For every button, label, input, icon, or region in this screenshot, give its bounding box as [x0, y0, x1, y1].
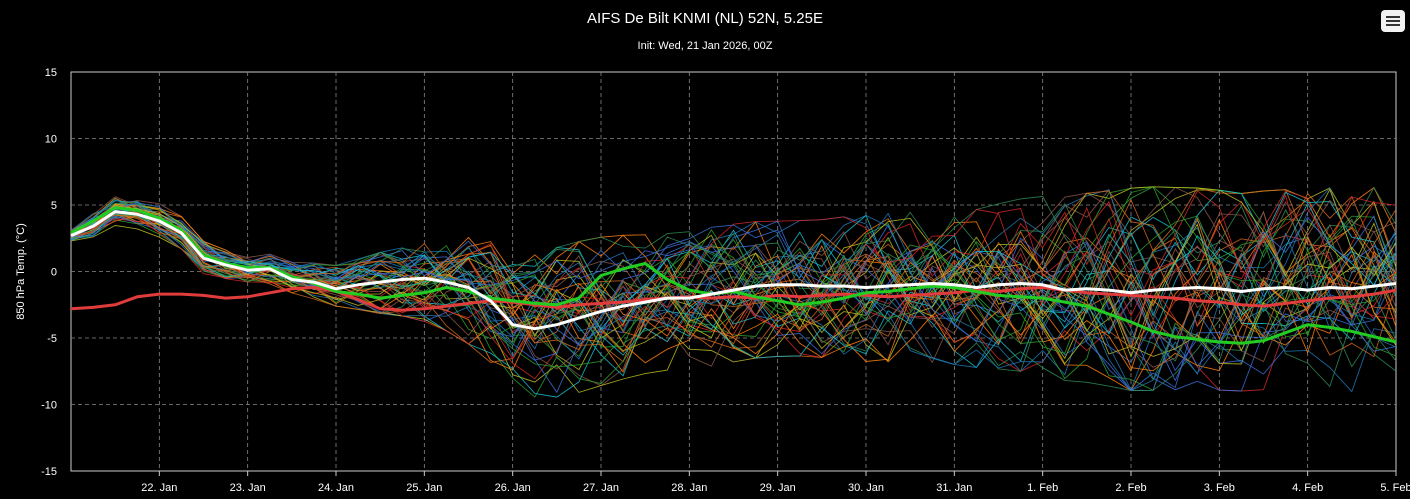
x-tick-label: 4. Feb	[1292, 482, 1323, 494]
x-tick-label: 5. Feb	[1380, 482, 1410, 494]
mean-series-line	[70, 210, 1397, 331]
x-tick-label: 23. Jan	[230, 482, 266, 494]
y-axis-label: 850 hPa Temp. (°C)	[15, 223, 27, 320]
y-tick-label: -10	[41, 400, 57, 412]
y-tick-label: -5	[47, 333, 57, 345]
ensemble-member-line	[70, 186, 1397, 393]
x-tick-label: 30. Jan	[848, 482, 884, 494]
x-axis: 22. Jan 23. Jan 24. Jan 25. Jan 26. Jan 27. J…	[141, 471, 1410, 494]
x-tick-label: 28. Jan	[671, 482, 707, 494]
ensemble-member-line	[70, 208, 1397, 375]
ensemble-member-line	[70, 202, 1397, 359]
y-tick-label: 0	[51, 267, 57, 279]
ensemble-member-line	[70, 203, 1397, 391]
ensemble-member-line	[70, 215, 1397, 382]
x-tick-label: 24. Jan	[318, 482, 354, 494]
x-tick-label: 3. Feb	[1204, 482, 1235, 494]
x-tick-label: 27. Jan	[583, 482, 619, 494]
menu-bar	[1386, 20, 1400, 22]
x-tick-label: 22. Jan	[141, 482, 177, 494]
x-tick-label: 2. Feb	[1115, 482, 1146, 494]
x-tick-label: 25. Jan	[406, 482, 442, 494]
x-tick-label: 29. Jan	[760, 482, 796, 494]
y-axis: 15 10 5 0 -5 -10 -15	[41, 67, 57, 478]
ensemble-member-line	[70, 187, 1397, 360]
y-tick-label: 5	[51, 200, 57, 212]
hamburger-menu-icon[interactable]	[1381, 10, 1405, 32]
ensemble-member-line	[70, 211, 1397, 380]
x-tick-label: 26. Jan	[495, 482, 531, 494]
ensemble-member-line	[70, 189, 1397, 398]
y-tick-label: 15	[45, 67, 57, 79]
ensemble-member-line	[70, 206, 1397, 391]
y-tick-label: 10	[45, 134, 57, 146]
ensemble-member-line	[70, 199, 1397, 368]
x-tick-label: 1. Feb	[1027, 482, 1058, 494]
chart-subtitle: Init: Wed, 21 Jan 2026, 00Z	[637, 40, 773, 52]
menu-bar	[1386, 24, 1400, 26]
x-tick-label: 31. Jan	[936, 482, 972, 494]
ensemble-member-line	[70, 205, 1397, 372]
main-series	[70, 206, 1397, 345]
y-tick-label: -15	[41, 466, 57, 478]
menu-bar	[1386, 16, 1400, 18]
ensemble-member-line	[70, 198, 1397, 363]
climate-series-line	[70, 286, 1397, 312]
chart-title: AIFS De Bilt KNMI (NL) 52N, 5.25E	[587, 10, 823, 27]
